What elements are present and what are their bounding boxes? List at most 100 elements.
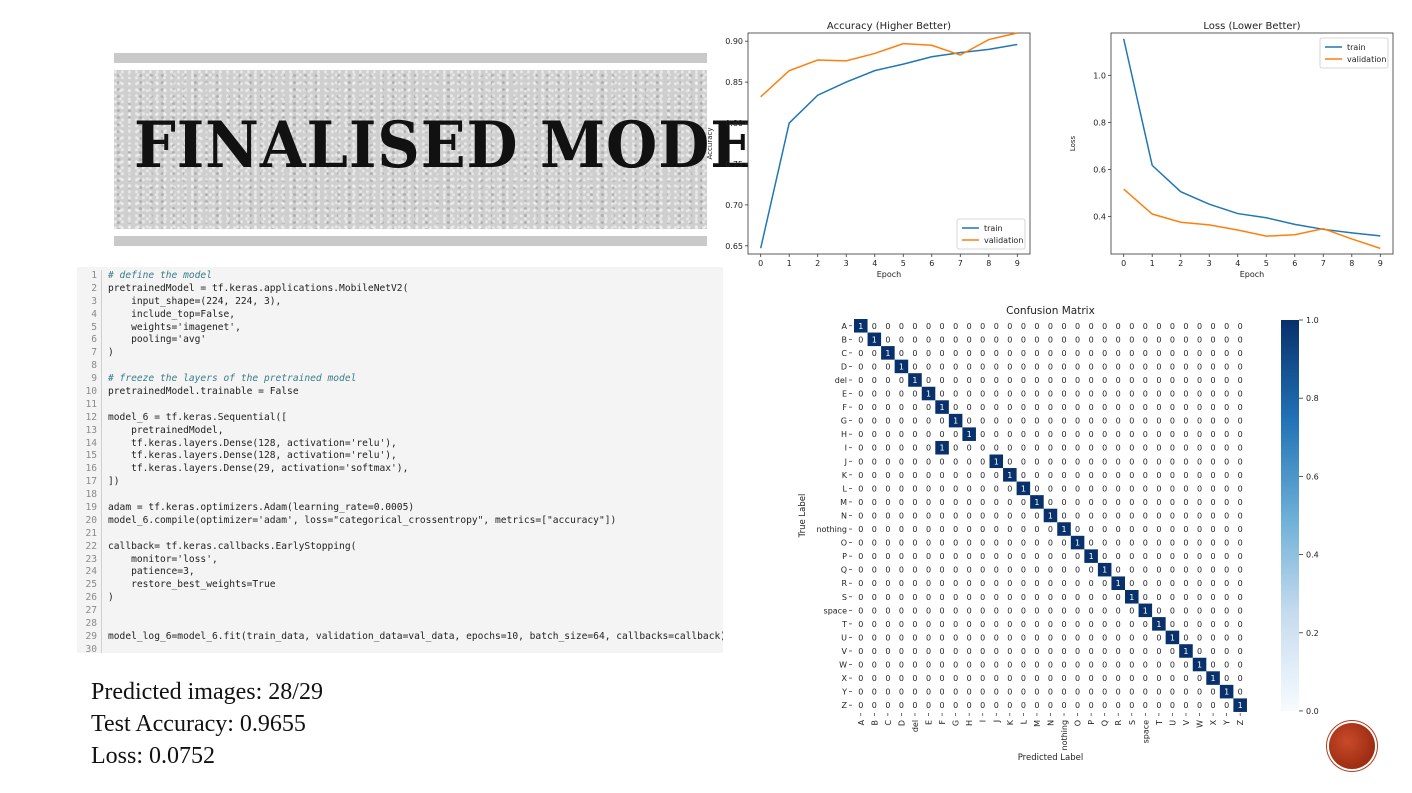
cm-cell-value: 0: [1048, 661, 1053, 670]
code-line: 25 restore_best_weights=True: [77, 579, 723, 593]
cm-cell-value: 0: [858, 661, 863, 670]
cm-cell-value: 0: [1183, 606, 1188, 615]
code-line: 5 weights='imagenet',: [77, 321, 723, 335]
cm-cell-value: 0: [926, 430, 931, 439]
line-number: 15: [77, 450, 102, 464]
cm-cell-value: 0: [899, 674, 904, 683]
cm-cell-value: 0: [1238, 457, 1243, 466]
cm-col-label: B: [870, 720, 879, 726]
cm-cell-value: 0: [1197, 498, 1202, 507]
cm-cell-value: 0: [1129, 322, 1134, 331]
cm-cell-value: 0: [885, 335, 890, 344]
cm-cell-value: 0: [899, 322, 904, 331]
cm-row-label: V: [842, 647, 848, 656]
cm-cell-value: 0: [1156, 322, 1161, 331]
cm-cell-value: 0: [1034, 539, 1039, 548]
line-number: 22: [77, 540, 102, 554]
cm-cell-value: 0: [912, 701, 917, 710]
cm-cell-value: 0: [940, 579, 945, 588]
cm-cell-value: 0: [1211, 593, 1216, 602]
cm-cell-value: 0: [926, 688, 931, 697]
cm-cell-value: 0: [926, 498, 931, 507]
cm-cell-value: 0: [1238, 390, 1243, 399]
cm-cell-value: 0: [1034, 593, 1039, 602]
cm-cell-value: 0: [1170, 511, 1175, 520]
cm-cell-highlight: [962, 427, 976, 441]
cm-cell-value: 0: [1197, 403, 1202, 412]
cm-cell-value: 0: [967, 566, 972, 575]
cm-cell-value: 0: [940, 566, 945, 575]
code-text: pretrainedModel = tf.keras.applications.…: [108, 282, 409, 294]
cm-cell-value: 0: [912, 606, 917, 615]
code-line: 2 pretrainedModel = tf.keras.applications…: [77, 282, 723, 296]
cm-cell-value: 0: [872, 376, 877, 385]
line-number: 3: [77, 295, 102, 309]
cm-cell-value: 0: [858, 457, 863, 466]
cm-cell-value: 0: [912, 674, 917, 683]
cm-cell-highlight: [989, 454, 1004, 469]
cm-cell-value: 0: [1238, 349, 1243, 358]
cm-cell-value: 0: [1211, 566, 1216, 575]
cm-cell-value: 0: [885, 471, 890, 480]
cm-cell-value: 0: [1156, 579, 1161, 588]
colorbar-tick-label: 0.0: [1306, 707, 1319, 716]
cm-col-label: X: [1209, 719, 1218, 725]
loss-chart: Loss (Lower Better) 0 1 2 3 4 5 6 7 8 9 0.4 0.6 0.8 1.…: [1069, 21, 1394, 279]
cm-cell-value: 0: [1021, 674, 1026, 683]
cm-cell-value: 0: [1007, 674, 1012, 683]
cm-cell-value: 0: [872, 511, 877, 520]
cm-cell-value: 0: [1183, 539, 1188, 548]
cm-cell-value: 0: [858, 376, 863, 385]
cm-cell-value: 0: [1075, 579, 1080, 588]
cm-cell-value: 0: [872, 579, 877, 588]
cm-cell-value: 0: [940, 471, 945, 480]
cm-cell-value: 0: [980, 417, 985, 426]
cm-col-label: I: [979, 720, 988, 722]
cm-cell-value: 0: [1061, 457, 1066, 466]
cm-cell-value: 0: [1034, 403, 1039, 412]
cm-cell-value: 0: [1183, 403, 1188, 412]
cm-cell-value: 0: [858, 633, 863, 642]
cm-cell-value: 0: [994, 376, 999, 385]
cm-cell-value: 0: [1102, 511, 1107, 520]
cm-cell-value: 0: [1089, 633, 1094, 642]
cm-cell-value: 1: [994, 457, 999, 466]
cm-cell-highlight: [1138, 603, 1153, 618]
cm-cell-value: 0: [1021, 552, 1026, 561]
line-number: 4: [77, 308, 102, 322]
cm-cell-value: 0: [1034, 471, 1039, 480]
cm-row-label: T: [841, 620, 847, 629]
cm-cell-value: 0: [953, 444, 958, 453]
cm-cell-value: 0: [940, 335, 945, 344]
cm-cell-value: 0: [1007, 376, 1012, 385]
cm-cell-value: 0: [912, 417, 917, 426]
cm-cell-value: 0: [1116, 349, 1121, 358]
cm-cell-value: 0: [940, 322, 945, 331]
code-line: 17]): [77, 476, 723, 490]
code-line: 15 tf.keras.layers.Dense(128, activation…: [77, 450, 723, 464]
cm-cell-value: 0: [1143, 552, 1148, 561]
cm-cell-value: 0: [1170, 376, 1175, 385]
cm-cell-value: 0: [940, 457, 945, 466]
cm-cell-value: 0: [1021, 701, 1026, 710]
cm-cell-value: 0: [1034, 390, 1039, 399]
code-text: monitor='loss',: [108, 553, 218, 565]
cm-cell-value: 0: [912, 647, 917, 656]
cm-cell-value: 0: [980, 661, 985, 670]
cm-cell-value: 0: [1021, 606, 1026, 615]
cm-row-label: N: [841, 511, 847, 520]
cm-cell-value: 0: [994, 647, 999, 656]
cm-cell-value: 0: [1238, 322, 1243, 331]
cm-cell-value: 0: [858, 539, 863, 548]
cm-cell-value: 0: [980, 539, 985, 548]
cm-col-label: D: [897, 720, 906, 726]
line-number: 23: [77, 553, 102, 567]
cm-cell-value: 0: [1197, 322, 1202, 331]
cm-cell-value: 0: [1197, 593, 1202, 602]
cm-row-label: K: [842, 471, 848, 480]
cm-cell-value: 0: [1075, 688, 1080, 697]
cm-cell-value: 0: [980, 403, 985, 412]
line-number: 12: [77, 411, 102, 425]
cm-col-label: K: [1006, 719, 1015, 725]
cm-cell-value: 0: [1102, 362, 1107, 371]
